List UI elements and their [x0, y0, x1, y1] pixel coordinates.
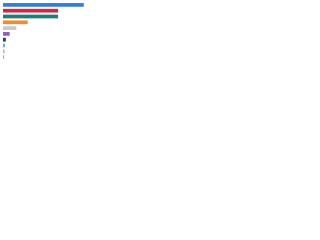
bar: [3, 20, 28, 25]
bar: [3, 32, 10, 36]
chart: [3, 3, 84, 59]
bar: [3, 8, 59, 13]
page: {"chart_data": {"type": "bar", "orientat…: [0, 0, 100, 71]
bar: [3, 26, 17, 30]
bar: [3, 49, 5, 54]
bar: [3, 37, 6, 42]
bar: [3, 43, 5, 48]
bar: [3, 3, 84, 7]
bar: [3, 14, 59, 19]
bar: [3, 55, 4, 59]
